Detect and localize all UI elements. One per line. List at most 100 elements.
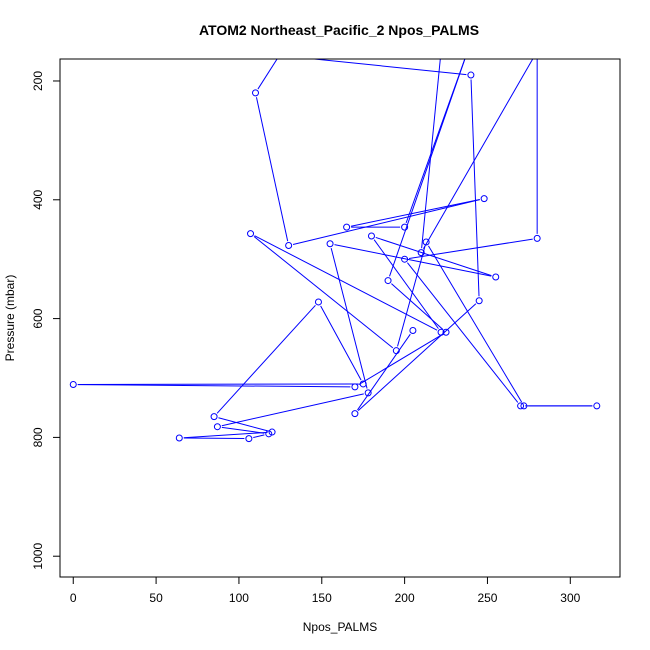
series-line-segment — [357, 303, 477, 411]
data-point — [409, 326, 417, 334]
series-line-segment — [470, 79, 480, 297]
series-line-segment — [421, 59, 441, 249]
series-line-segment — [330, 247, 368, 389]
data-point — [213, 423, 221, 431]
y-axis-label: Pressure (mbar) — [3, 275, 17, 362]
series-layer — [69, 42, 601, 443]
data-point — [442, 328, 450, 336]
series-line-segment — [391, 283, 444, 330]
x-tick-label: 100 — [229, 591, 249, 605]
data-point — [359, 380, 367, 388]
data-point — [314, 298, 322, 306]
series-line-segment — [221, 426, 265, 434]
data-point — [593, 402, 601, 410]
y-tick-label: 400 — [31, 189, 45, 209]
series-line-segment — [407, 262, 519, 403]
data-point — [364, 389, 372, 397]
series-line-segment — [375, 236, 492, 277]
data-point — [520, 402, 528, 410]
data-point — [265, 430, 273, 438]
series-line-segment — [254, 235, 438, 331]
data-point — [498, 42, 504, 48]
x-axis: 0 50 100 150 200 250 300 — [70, 576, 581, 605]
series-line-segment — [253, 434, 265, 439]
data-point — [279, 48, 285, 54]
series-line-segment — [255, 97, 289, 242]
series-line-segment — [397, 246, 426, 347]
data-point — [438, 48, 444, 54]
series-line-segment — [253, 236, 394, 349]
series-line-segment — [350, 199, 480, 227]
series-line-segment — [221, 393, 364, 427]
data-point — [392, 347, 400, 355]
data-point — [367, 232, 375, 240]
series-line-segment — [77, 384, 351, 388]
y-tick-label: 1000 — [31, 543, 45, 570]
data-point — [401, 223, 409, 231]
series-line-segment — [408, 238, 533, 259]
data-point — [343, 223, 351, 231]
data-point — [401, 255, 409, 263]
data-point — [465, 48, 471, 54]
series-line-segment — [257, 59, 278, 90]
x-tick-label: 0 — [70, 591, 77, 605]
data-point — [417, 249, 425, 257]
data-point — [422, 238, 430, 246]
series-line-segment — [373, 239, 439, 329]
data-point — [245, 435, 253, 443]
data-point — [437, 328, 445, 336]
series-line-segment — [422, 59, 534, 250]
data-point — [326, 240, 334, 248]
x-tick-label: 150 — [312, 591, 332, 605]
data-point — [365, 48, 371, 54]
x-axis-label: Npos_PALMS — [303, 620, 377, 634]
data-point — [351, 410, 359, 418]
series-line-segment — [467, 46, 496, 51]
data-point — [236, 48, 242, 54]
data-point — [247, 230, 255, 238]
data-point — [285, 242, 293, 250]
series-line-segment — [183, 431, 268, 439]
series-line-segment — [428, 245, 523, 403]
x-tick-label: 300 — [560, 591, 580, 605]
data-point — [492, 273, 500, 281]
data-point — [533, 234, 541, 242]
series-line-segment — [389, 59, 466, 277]
data-point — [517, 402, 525, 410]
data-point — [467, 71, 475, 79]
data-point — [69, 381, 77, 389]
y-tick-label: 600 — [31, 308, 45, 328]
data-point — [475, 297, 483, 305]
plot-frame — [59, 58, 621, 578]
series-line-segment — [292, 199, 480, 245]
x-tick-label: 50 — [149, 591, 163, 605]
series-line-segment — [309, 59, 467, 76]
y-tick-label: 200 — [31, 71, 45, 91]
series-line-segment — [183, 437, 245, 440]
series-line-segment — [357, 333, 411, 411]
series-line-segment — [358, 334, 443, 386]
data-point — [286, 48, 292, 54]
data-point — [351, 383, 359, 391]
data-point — [268, 428, 276, 436]
series-line-segment — [320, 305, 362, 381]
series-line-segment — [77, 383, 359, 386]
series-line-segment — [218, 417, 268, 432]
y-axis: 200 400 600 800 1000 — [31, 71, 61, 570]
data-point — [480, 195, 488, 203]
data-point — [534, 48, 540, 54]
data-point — [210, 413, 218, 421]
data-point — [451, 48, 457, 54]
data-point — [252, 89, 260, 97]
y-tick-label: 800 — [31, 427, 45, 447]
x-tick-label: 200 — [395, 591, 415, 605]
chart-title: ATOM2 Northeast_Pacific_2 Npos_PALMS — [199, 22, 479, 38]
data-point — [384, 277, 392, 285]
data-point — [410, 48, 416, 54]
x-tick-label: 250 — [477, 591, 497, 605]
series-line-segment — [216, 304, 316, 414]
data-point — [175, 434, 183, 442]
series-line-segment — [334, 244, 492, 277]
data-point — [460, 48, 466, 54]
